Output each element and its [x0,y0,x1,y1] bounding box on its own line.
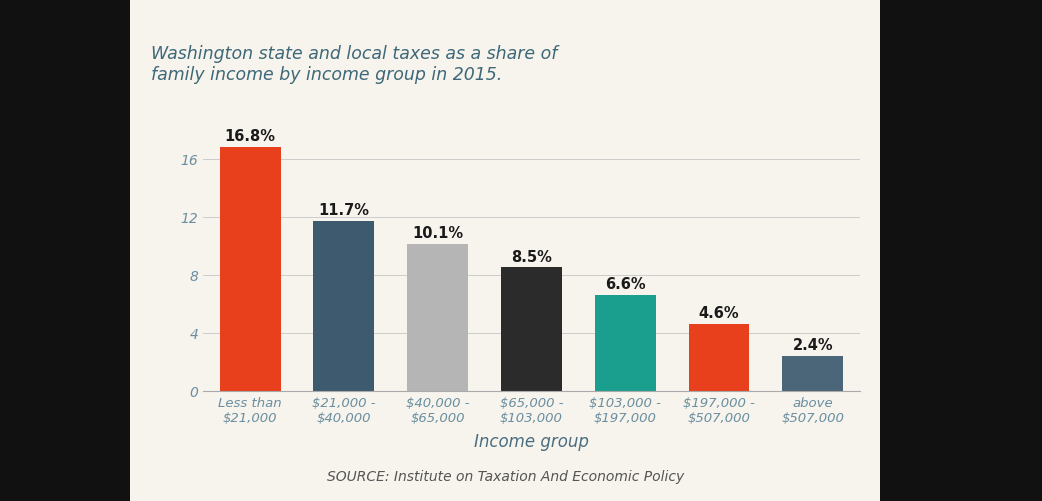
Text: 2.4%: 2.4% [793,338,833,352]
Text: 4.6%: 4.6% [699,306,739,321]
Text: 10.1%: 10.1% [412,226,464,241]
Bar [595,295,655,391]
Bar [689,324,749,391]
Text: SOURCE: Institute on Taxation And Economic Policy: SOURCE: Institute on Taxation And Econom… [327,469,684,483]
Text: Washington state and local taxes as a share of
family income by income group in : Washington state and local taxes as a sh… [151,45,557,84]
Text: 6.6%: 6.6% [605,277,645,292]
Bar [314,221,374,391]
Bar [220,148,280,391]
Text: 16.8%: 16.8% [225,129,275,144]
X-axis label: Income group: Income group [474,432,589,450]
Text: 8.5%: 8.5% [511,249,552,264]
Text: 11.7%: 11.7% [319,203,369,218]
Bar [501,268,562,391]
Bar [783,356,843,391]
Bar [407,244,468,391]
